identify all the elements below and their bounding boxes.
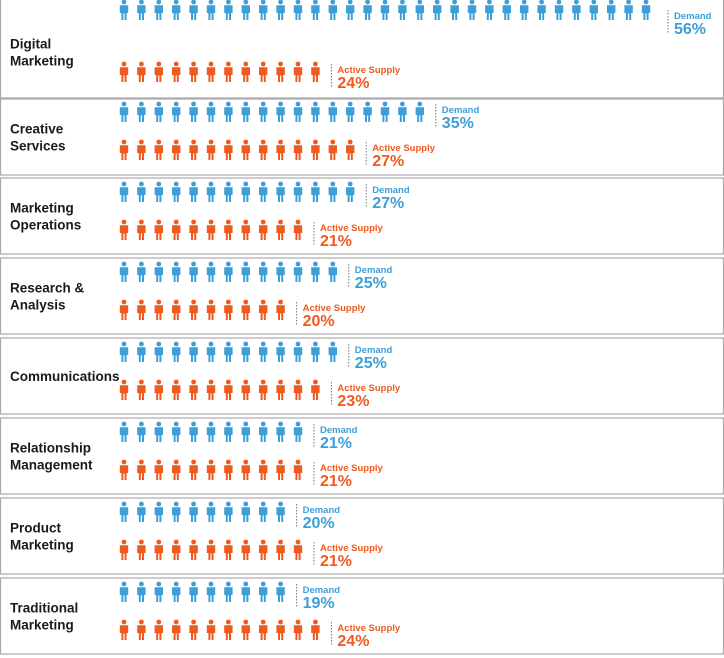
- panel-border: [0, 0, 724, 99]
- category-label: Communications: [10, 369, 120, 384]
- series-caption: Demand: [355, 265, 393, 276]
- category-label-line: Operations: [10, 218, 81, 233]
- category-label: Relationship Management: [10, 441, 93, 473]
- category-label-line: Services: [10, 139, 66, 154]
- series-caption: Demand: [355, 345, 393, 356]
- value-label: 27%: [372, 153, 404, 170]
- category-label-line: Communications: [10, 369, 120, 384]
- value-label: 19%: [303, 595, 335, 612]
- category-label-line: Creative: [10, 122, 64, 137]
- value-label: 21%: [320, 473, 352, 490]
- series-caption: Demand: [674, 11, 712, 22]
- series-caption: Active Supply: [320, 223, 384, 234]
- category-label: Digital Marketing: [10, 37, 74, 69]
- panel-border: [0, 98, 724, 176]
- category-label: Research & Analysis: [10, 281, 85, 313]
- series-caption: Demand: [442, 105, 480, 116]
- category-label-line: Marketing: [10, 54, 74, 69]
- category-label-line: Research &: [10, 281, 85, 296]
- value-label: 25%: [355, 275, 387, 292]
- category-label-line: Digital: [10, 37, 51, 52]
- series-caption: Active Supply: [337, 623, 401, 634]
- series-caption: Demand: [303, 585, 341, 596]
- category-label-line: Traditional: [10, 601, 78, 616]
- category-label: Traditional Marketing: [10, 601, 78, 633]
- category-label-line: Relationship: [10, 441, 91, 456]
- value-label: 20%: [303, 313, 335, 330]
- value-label: 21%: [320, 435, 352, 452]
- series-caption: Active Supply: [320, 463, 384, 474]
- value-label: 24%: [337, 75, 369, 92]
- series-caption: Demand: [372, 185, 410, 196]
- series-caption: Active Supply: [337, 65, 401, 76]
- panel-border: [0, 417, 724, 495]
- category-label-line: Management: [10, 458, 93, 473]
- category-label-line: Marketing: [10, 201, 74, 216]
- value-label: 24%: [337, 633, 369, 650]
- series-caption: Demand: [303, 505, 341, 516]
- panel-border: [0, 177, 724, 255]
- value-label: 20%: [303, 515, 335, 532]
- series-caption: Active Supply: [303, 303, 367, 314]
- category-label: Creative Services: [10, 122, 66, 154]
- category-label-line: Product: [10, 521, 62, 536]
- value-label: 25%: [355, 355, 387, 372]
- category-label-line: Marketing: [10, 618, 74, 633]
- value-label: 27%: [372, 195, 404, 212]
- category-label-line: Analysis: [10, 298, 66, 313]
- series-caption: Active Supply: [337, 383, 401, 394]
- value-label: 21%: [320, 553, 352, 570]
- value-label: 21%: [320, 233, 352, 250]
- value-label: 56%: [674, 21, 706, 38]
- panel-border: [0, 497, 724, 575]
- category-label: Marketing Operations: [10, 201, 81, 233]
- value-label: 23%: [337, 393, 369, 410]
- series-caption: Demand: [320, 425, 358, 436]
- category-label-line: Marketing: [10, 538, 74, 553]
- series-caption: Active Supply: [372, 143, 436, 154]
- value-label: 35%: [442, 115, 474, 132]
- series-caption: Active Supply: [320, 543, 384, 554]
- category-label: Product Marketing: [10, 521, 74, 553]
